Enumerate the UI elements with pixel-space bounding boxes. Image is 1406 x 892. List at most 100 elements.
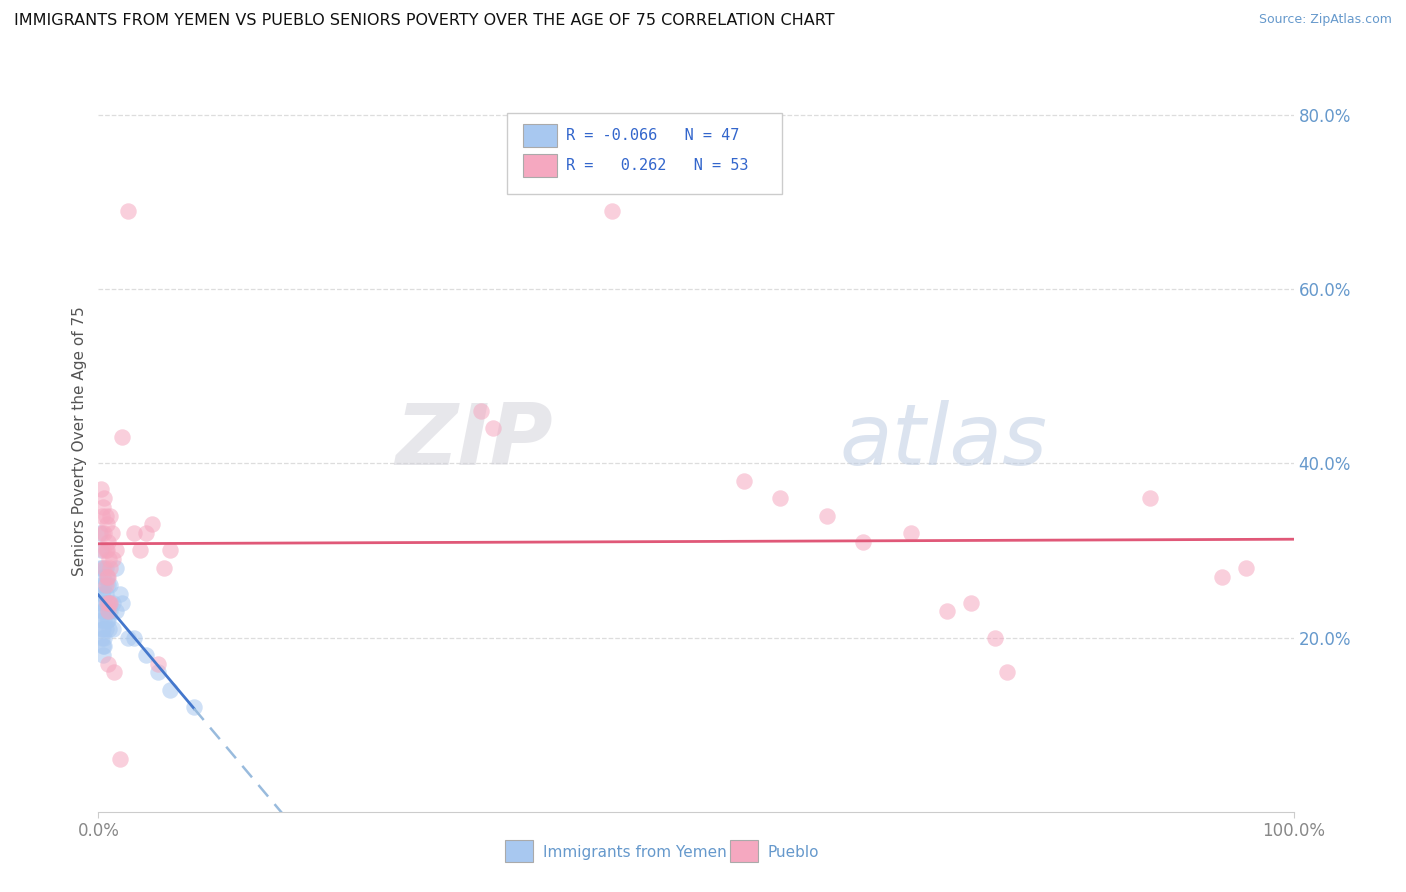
Point: [101, 622, 124, 636]
Point: [111, 596, 134, 610]
Point: [91, 508, 114, 523]
Point: [93, 631, 115, 645]
Text: Immigrants from Yemen: Immigrants from Yemen: [543, 846, 727, 860]
Point: [91, 631, 114, 645]
Point: [98, 596, 121, 610]
Point: [98, 578, 122, 592]
Point: [89, 526, 111, 541]
Point: [98, 596, 122, 610]
Point: [93, 578, 115, 592]
Point: [90, 543, 112, 558]
Point: [93, 613, 115, 627]
Point: [93, 526, 115, 541]
Point: [984, 631, 1007, 645]
Point: [94, 561, 117, 575]
Point: [852, 534, 875, 549]
Point: [97, 578, 120, 592]
Text: Source: ZipAtlas.com: Source: ZipAtlas.com: [1258, 13, 1392, 27]
Point: [91, 604, 114, 618]
Point: [815, 508, 838, 523]
Point: [101, 596, 124, 610]
Point: [91, 500, 114, 514]
Point: [91, 622, 114, 636]
Text: Pueblo: Pueblo: [768, 846, 820, 860]
Text: atlas: atlas: [839, 400, 1047, 483]
Point: [148, 665, 170, 680]
Point: [960, 596, 983, 610]
Point: [96, 569, 118, 583]
Point: [111, 430, 134, 444]
Point: [91, 648, 114, 662]
Point: [90, 613, 112, 627]
Point: [98, 622, 121, 636]
Point: [101, 552, 124, 566]
Point: [91, 543, 114, 558]
Point: [91, 561, 114, 575]
Point: [117, 631, 139, 645]
Point: [105, 543, 128, 558]
Point: [93, 491, 115, 505]
Point: [936, 604, 959, 618]
Point: [135, 648, 157, 662]
Point: [90, 483, 112, 497]
Point: [96, 517, 118, 532]
Text: ZIP: ZIP: [395, 400, 553, 483]
Point: [96, 596, 118, 610]
Point: [148, 657, 170, 671]
Point: [768, 491, 790, 505]
Point: [98, 604, 122, 618]
Point: [90, 596, 112, 610]
Text: R = -0.066   N = 47: R = -0.066 N = 47: [565, 128, 740, 143]
Point: [91, 526, 114, 541]
Point: [94, 508, 117, 523]
Point: [91, 639, 114, 653]
Point: [93, 561, 115, 575]
Point: [94, 578, 117, 592]
Point: [733, 474, 755, 488]
Point: [96, 569, 118, 583]
Point: [94, 622, 117, 636]
Point: [129, 543, 152, 558]
Point: [91, 622, 114, 636]
Point: [481, 421, 505, 435]
Point: [91, 587, 114, 601]
Text: R =   0.262   N = 53: R = 0.262 N = 53: [565, 158, 748, 173]
Point: [1211, 569, 1233, 583]
Point: [117, 203, 139, 218]
Point: [100, 526, 122, 541]
Point: [108, 752, 131, 766]
Point: [995, 665, 1018, 680]
Point: [153, 561, 176, 575]
Point: [97, 657, 120, 671]
Point: [97, 569, 120, 583]
Point: [602, 203, 624, 218]
Point: [90, 578, 112, 592]
Point: [135, 526, 157, 541]
Point: [124, 526, 146, 541]
Point: [159, 682, 181, 697]
Point: [98, 508, 122, 523]
Point: [94, 587, 117, 601]
Point: [91, 587, 114, 601]
Point: [97, 604, 120, 618]
Point: [91, 569, 114, 583]
Point: [98, 561, 122, 575]
Point: [89, 561, 111, 575]
Point: [96, 543, 118, 558]
Point: [98, 596, 121, 610]
Point: [91, 604, 114, 618]
Point: [105, 604, 128, 618]
Point: [93, 596, 115, 610]
Point: [96, 613, 118, 627]
Point: [105, 561, 128, 575]
Point: [470, 404, 492, 418]
Point: [159, 543, 181, 558]
Text: IMMIGRANTS FROM YEMEN VS PUEBLO SENIORS POVERTY OVER THE AGE OF 75 CORRELATION C: IMMIGRANTS FROM YEMEN VS PUEBLO SENIORS …: [14, 13, 835, 29]
Point: [94, 604, 117, 618]
Point: [1234, 561, 1257, 575]
Point: [183, 700, 205, 714]
Point: [1139, 491, 1161, 505]
Point: [108, 587, 131, 601]
Point: [103, 665, 125, 680]
Y-axis label: Seniors Poverty Over the Age of 75: Seniors Poverty Over the Age of 75: [72, 307, 87, 576]
